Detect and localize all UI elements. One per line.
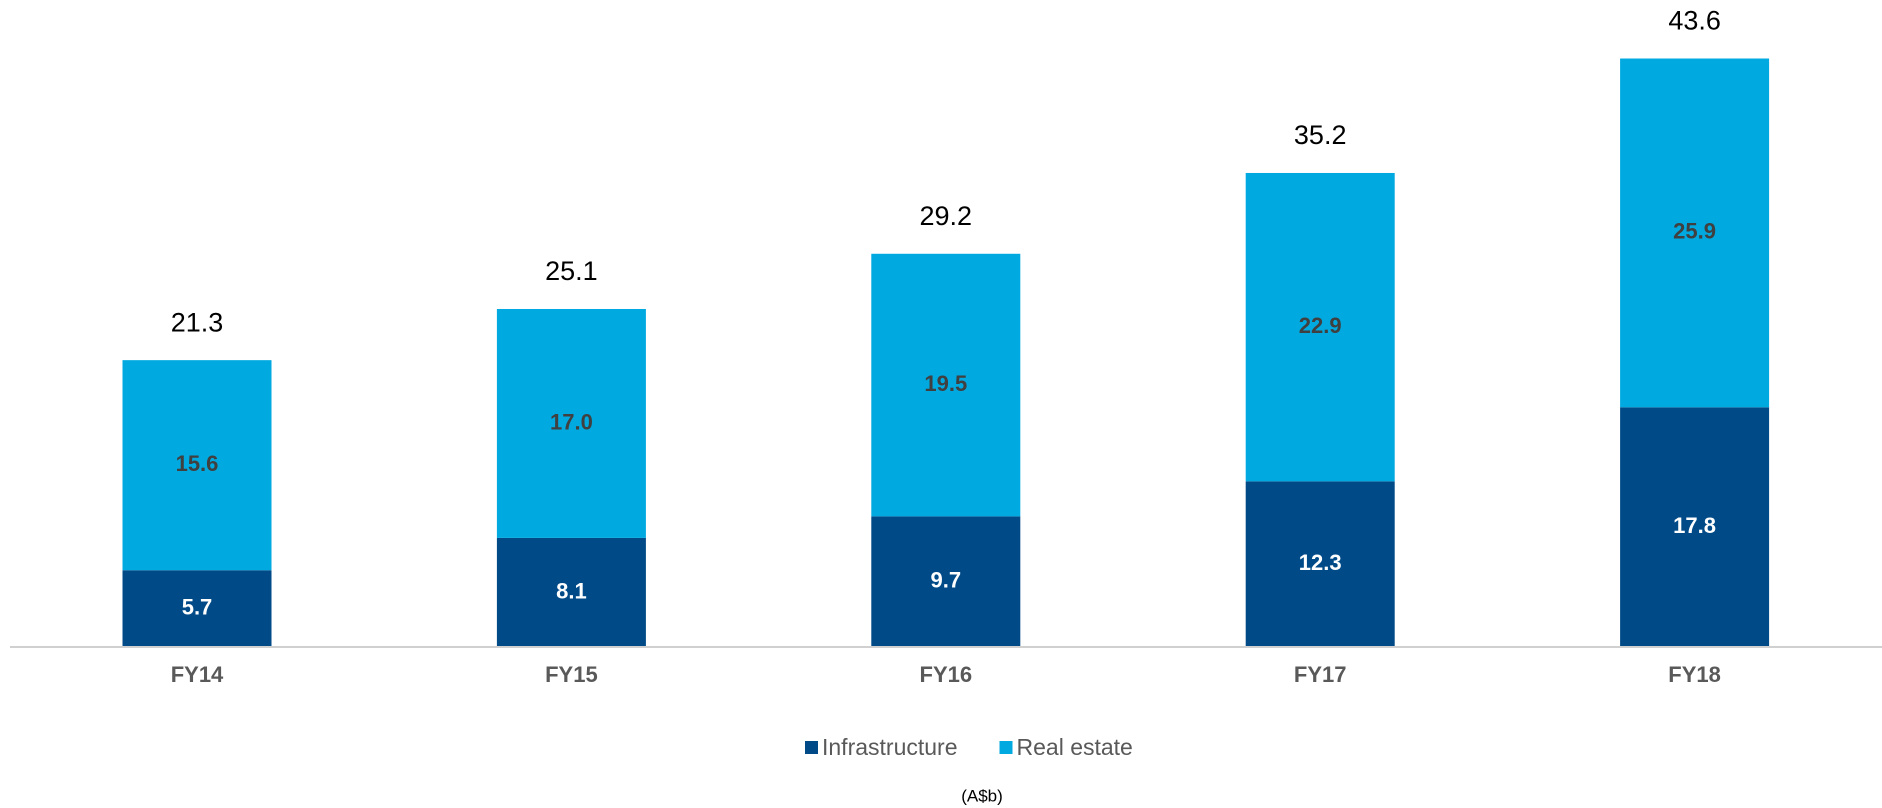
data-label: 12.3 — [1299, 550, 1342, 575]
x-tick-label: FY16 — [920, 662, 973, 687]
legend-label: Real estate — [1017, 734, 1133, 760]
bar-segment — [122, 360, 272, 571]
data-label: 19.5 — [924, 371, 967, 396]
bar-segment — [1620, 58, 1770, 408]
data-label: 9.7 — [931, 567, 962, 592]
total-label: 21.3 — [171, 307, 224, 337]
bar-segment — [496, 308, 646, 538]
data-label: 15.6 — [176, 451, 219, 476]
legend-swatch — [999, 741, 1013, 754]
bar-segment — [122, 570, 272, 647]
data-label: 25.9 — [1673, 219, 1716, 244]
data-label: 17.8 — [1673, 513, 1716, 538]
bar-segment — [1245, 172, 1395, 482]
bar-segment — [496, 537, 646, 647]
total-label: 25.1 — [545, 256, 598, 286]
bar-segment — [871, 516, 1021, 647]
total-label: 35.2 — [1294, 120, 1347, 150]
data-label: 22.9 — [1299, 313, 1342, 338]
x-tick-label: FY17 — [1294, 662, 1347, 687]
total-label: 43.6 — [1668, 6, 1721, 36]
x-tick-label: FY15 — [545, 662, 598, 687]
data-label: 8.1 — [556, 578, 587, 603]
bar-segment — [871, 253, 1021, 517]
bar-segment — [1245, 481, 1395, 647]
legend-label: Infrastructure — [822, 734, 958, 760]
x-tick-label: FY14 — [171, 662, 224, 687]
x-tick-label: FY18 — [1668, 662, 1721, 687]
data-label: 5.7 — [182, 594, 213, 619]
data-label: 17.0 — [550, 409, 593, 434]
total-label: 29.2 — [920, 201, 973, 231]
bar-segment — [1620, 407, 1770, 647]
unit-note: (A$b) — [961, 786, 1003, 805]
legend-swatch — [805, 741, 818, 754]
